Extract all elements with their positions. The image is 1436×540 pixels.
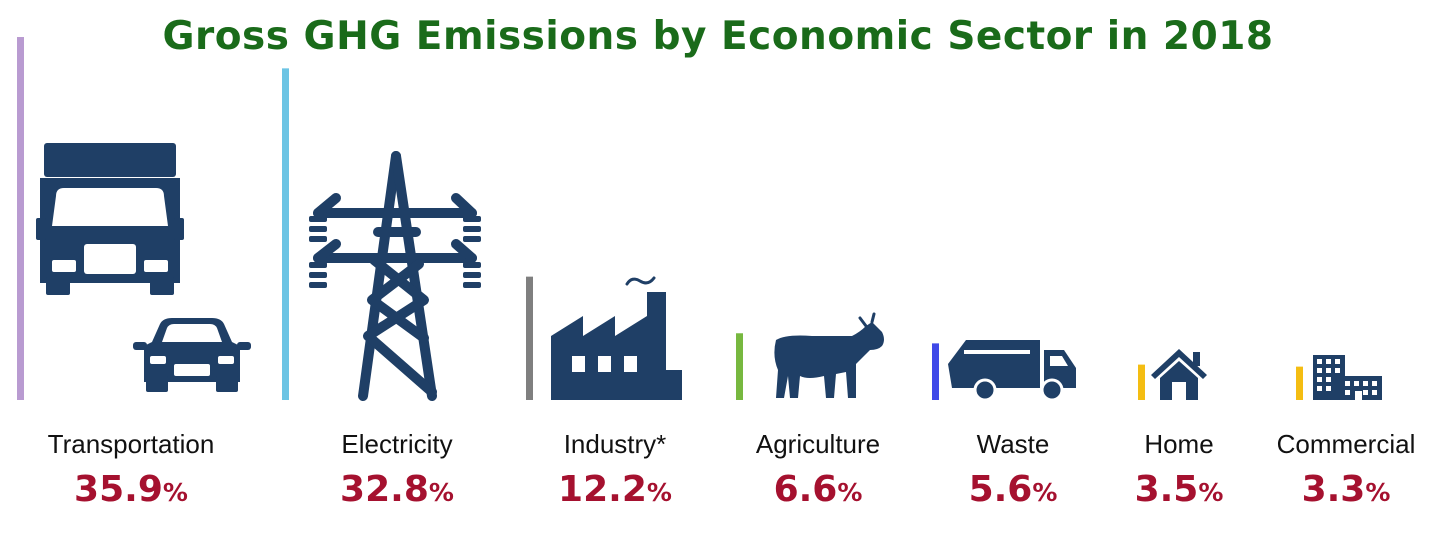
- truck-icon: [36, 143, 184, 295]
- category-label-electricity: Electricity: [341, 429, 452, 459]
- bar-industry: [526, 276, 533, 400]
- category-label-agriculture: Agriculture: [756, 429, 880, 459]
- bar-electricity: [282, 68, 289, 400]
- value-label-commercial: 3.3%: [1302, 469, 1391, 510]
- value-label-transportation: 35.9%: [74, 469, 188, 510]
- cow-icon: [772, 312, 886, 400]
- factory-icon: [549, 276, 684, 402]
- car-icon: [133, 318, 251, 392]
- office-building-icon: [1313, 355, 1382, 400]
- value-label-waste: 5.6%: [969, 469, 1058, 510]
- chart-title: Gross GHG Emissions by Economic Sector i…: [162, 14, 1274, 59]
- bar-waste: [932, 343, 939, 400]
- garbage-truck-icon: [946, 338, 1078, 402]
- bar-commercial: [1296, 366, 1303, 400]
- value-label-industry: 12.2%: [558, 469, 672, 510]
- house-icon: [1151, 349, 1207, 400]
- category-label-home: Home: [1144, 429, 1213, 459]
- bar-transportation: [17, 37, 24, 401]
- bar-home: [1138, 364, 1145, 400]
- bar-agriculture: [736, 333, 743, 400]
- category-label-transportation: Transportation: [48, 429, 215, 459]
- category-label-commercial: Commercial: [1277, 429, 1416, 459]
- value-label-home: 3.5%: [1135, 469, 1224, 510]
- value-label-agriculture: 6.6%: [774, 469, 863, 510]
- category-label-waste: Waste: [977, 429, 1050, 459]
- value-label-electricity: 32.8%: [340, 469, 454, 510]
- category-label-industry: Industry*: [564, 429, 667, 459]
- power-tower-icon: [309, 156, 481, 396]
